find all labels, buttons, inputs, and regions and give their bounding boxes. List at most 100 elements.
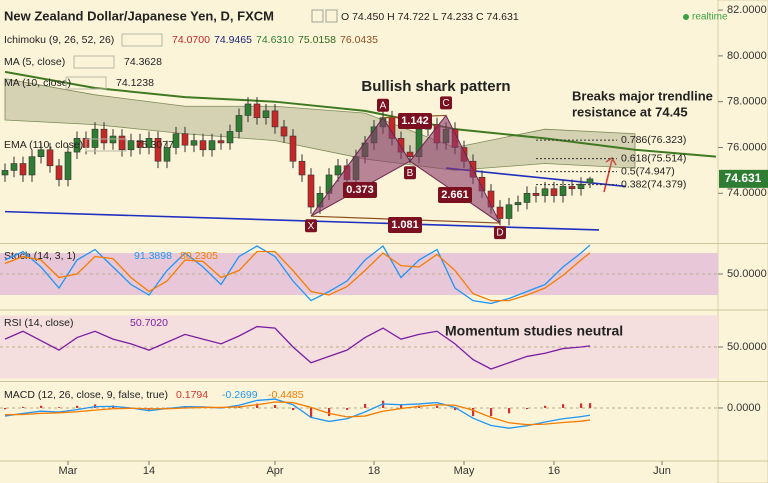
candle-body xyxy=(226,131,234,144)
candle-body xyxy=(541,188,549,196)
pattern-point-box xyxy=(305,219,317,233)
y-tick-label: 76.0000 xyxy=(727,141,767,153)
panel: 82.0000 80.0000 78.0000 76.0000 74.0000 X A B C D… xyxy=(1,4,768,240)
ratio-box xyxy=(438,187,472,203)
histogram-bar xyxy=(22,406,25,408)
candle-body xyxy=(181,133,189,146)
y-tick-label: 78.0000 xyxy=(727,96,767,108)
breakout-arrow xyxy=(603,156,617,193)
indicator-value: 74.1238 xyxy=(116,77,154,89)
candle-body xyxy=(154,138,162,162)
close-icon[interactable] xyxy=(325,9,338,23)
indicator-icons[interactable] xyxy=(65,76,107,90)
histogram-bar xyxy=(544,405,547,408)
annotation: Momentum studies neutral xyxy=(445,323,623,339)
indicator-icons[interactable] xyxy=(121,33,163,47)
header-icons[interactable] xyxy=(311,9,338,23)
candle-body xyxy=(145,138,153,148)
candle-body xyxy=(532,193,540,196)
ohlc: O 74.450 H 74.722 L 74.233 C 74.631 xyxy=(341,11,519,23)
histogram-bar xyxy=(58,407,61,408)
moving-average xyxy=(4,70,717,158)
ratio-box xyxy=(343,182,377,198)
price-axis xyxy=(717,0,768,483)
chart-title: New Zealand Dollar/Japanese Yen, D, FXCM xyxy=(4,8,274,23)
ratio-label: 1.081 xyxy=(391,219,419,231)
indicator-value: 75.3077 xyxy=(136,139,174,151)
candle-body xyxy=(244,103,252,116)
histogram-bar xyxy=(184,406,187,408)
annotation: resistance at 74.45 xyxy=(572,104,688,119)
indicator-value: 74.6310 xyxy=(256,34,294,46)
indicator-name: MA (5, close) xyxy=(4,56,65,68)
histogram-bar xyxy=(292,407,295,411)
annotation: Breaks major trendline xyxy=(572,88,713,103)
histogram-bar xyxy=(364,403,367,408)
candle-body xyxy=(262,110,270,119)
panel: 0.0000 MACD (12, 26, close, 9, false, tru… xyxy=(0,389,761,429)
candle-body xyxy=(28,156,36,176)
ratio-label: 1.142 xyxy=(401,115,429,127)
candle-body xyxy=(586,178,594,184)
indicator-name: EMA (110, close) xyxy=(4,139,83,151)
candle-body xyxy=(505,204,513,219)
histogram-bar xyxy=(310,407,313,418)
fib-label: 0.618(75.514) xyxy=(621,152,686,164)
candle-body xyxy=(217,140,225,144)
series-line xyxy=(4,398,591,429)
candle-body xyxy=(136,140,144,148)
pattern-point-box xyxy=(404,166,416,180)
candle-body xyxy=(10,163,18,171)
candle-body xyxy=(298,160,306,176)
series-line xyxy=(4,401,591,426)
candle-body xyxy=(253,103,261,119)
panel-title: MACD (12, 26, close, 9, false, true) xyxy=(4,389,168,401)
histogram-bar xyxy=(562,404,565,408)
candle-body xyxy=(280,126,288,137)
pattern-point-label: C xyxy=(442,98,449,109)
histogram-bar xyxy=(508,407,511,414)
histogram-bar xyxy=(274,405,277,408)
histogram-bar xyxy=(454,407,457,411)
y-tick-label: 50.0000 xyxy=(727,341,767,353)
series-value: 50.7020 xyxy=(130,317,168,329)
annotation: Bullish shark pattern xyxy=(361,78,510,95)
indicator-icons[interactable] xyxy=(85,138,127,152)
x-tick-label: Apr xyxy=(266,465,283,477)
candle-body xyxy=(559,186,567,196)
indicator-icons[interactable] xyxy=(73,55,115,69)
series-value: 80.2305 xyxy=(180,250,218,262)
x-tick-label: 14 xyxy=(143,465,155,477)
histogram-bar xyxy=(490,407,493,417)
histogram-bar xyxy=(580,403,583,408)
series-value: 0.1794 xyxy=(176,389,208,401)
candle-body xyxy=(100,128,108,144)
settings-icon[interactable] xyxy=(311,9,324,23)
pattern-point-label: A xyxy=(380,100,387,111)
candle-body xyxy=(1,170,9,176)
y-tick-label: 82.0000 xyxy=(727,4,767,16)
fib-label: 0.5(74.947) xyxy=(621,165,675,177)
x-tick-label: Jun xyxy=(653,465,671,477)
candle-body xyxy=(523,193,531,203)
histogram-bar xyxy=(400,404,403,408)
y-tick-label: 74.0000 xyxy=(727,187,767,199)
candle-body xyxy=(271,110,279,128)
histogram-bar xyxy=(76,405,79,408)
fib-label: 0.382(74.379) xyxy=(621,178,686,190)
candle-body xyxy=(172,133,180,148)
indicator-value: 74.9465 xyxy=(214,34,252,46)
y-tick-label: 80.0000 xyxy=(727,50,767,62)
x-tick-label: 18 xyxy=(368,465,380,477)
candle-body xyxy=(19,163,27,176)
series-line xyxy=(4,325,591,370)
candle-body xyxy=(37,149,45,157)
candle-body xyxy=(163,147,171,162)
pattern-point-label: B xyxy=(407,168,414,179)
series-value: 91.3898 xyxy=(134,250,172,262)
pattern-point-box xyxy=(440,96,452,110)
candle-body xyxy=(514,202,522,206)
histogram-bar xyxy=(472,407,475,417)
indicator-value: 76.0435 xyxy=(340,34,378,46)
